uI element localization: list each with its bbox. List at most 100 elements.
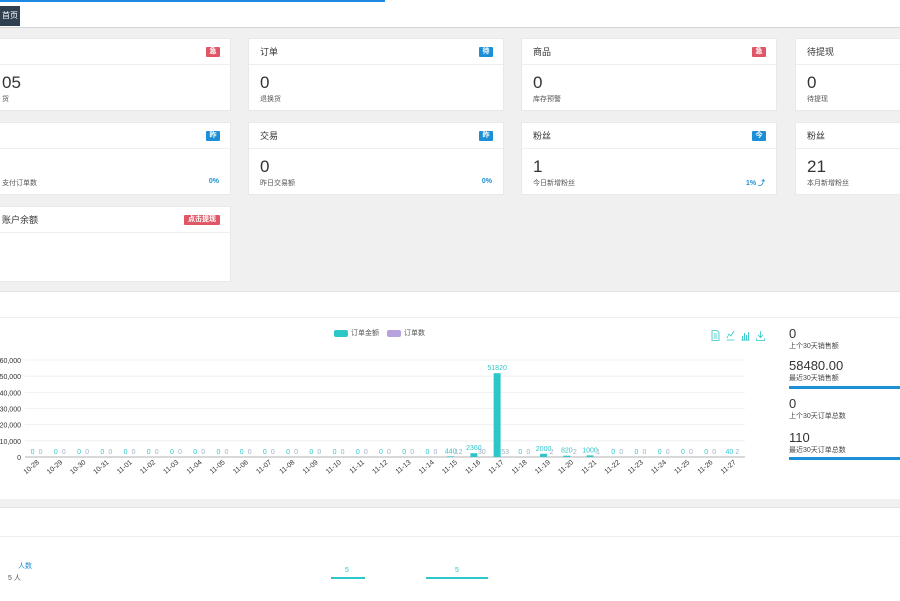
x-tick-label: 11-03 — [162, 459, 180, 476]
x-tick-label: 11-02 — [139, 459, 157, 476]
y-tick-label: 0 — [17, 455, 21, 462]
legend-item-count[interactable]: 订单数 — [387, 328, 425, 338]
card-title: 待提现 — [807, 45, 834, 58]
tab-home[interactable]: 首页 — [0, 6, 20, 26]
bottom-legend: 人数 — [18, 561, 32, 571]
x-tick-label: 11-15 — [441, 459, 459, 476]
data-label-amount: 0 — [240, 449, 244, 456]
card-value: 21 — [807, 157, 826, 177]
stat-recent-30-orders: 110 最近30天订单总数 — [789, 430, 900, 455]
card-account-balance: 账户余额点击提现 — [0, 206, 231, 282]
stat-value: 0 — [789, 326, 900, 341]
x-tick-label: 10-29 — [46, 459, 64, 476]
pending-badge: 待 — [479, 47, 493, 57]
data-label-count: 2 — [550, 449, 554, 456]
data-label-amount: 0 — [379, 449, 383, 456]
card-transactions: 交易昨 0 昨日交易额 0% — [248, 122, 504, 195]
x-tick-label: 11-13 — [395, 459, 413, 476]
card-title: 交易 — [260, 129, 278, 142]
data-label-amount: 0 — [54, 449, 58, 456]
stat-label: 最近30天订单总数 — [789, 445, 900, 455]
data-label-amount: 0 — [402, 449, 406, 456]
x-tick-label: 11-21 — [580, 459, 598, 476]
chart-legend: 订单金额 订单数 — [334, 328, 425, 338]
data-label-count: 0 — [364, 449, 368, 456]
download-icon[interactable] — [756, 328, 765, 339]
x-tick-label: 10-31 — [92, 459, 110, 476]
visitor-chart-panel — [0, 507, 900, 601]
data-label-count: 0 — [317, 449, 321, 456]
card-label: 货 — [2, 94, 9, 104]
top-tab-bar: 首页 — [0, 0, 900, 28]
data-label-count: 0 — [294, 449, 298, 456]
stat-bar — [789, 457, 900, 460]
urgent-badge: 急 — [752, 47, 766, 57]
data-label-count: 0 — [201, 449, 205, 456]
data-label-amount: 0 — [263, 449, 267, 456]
data-label-count: 2 — [573, 449, 577, 456]
bar-order-amount — [563, 456, 570, 457]
data-label-count: 0 — [526, 449, 530, 456]
data-label-count: 0 — [248, 449, 252, 456]
x-tick-label: 11-10 — [325, 459, 343, 476]
data-label-count: 0 — [108, 449, 112, 456]
data-label-amount: 0 — [193, 449, 197, 456]
stat-value: 0 — [789, 396, 900, 411]
x-tick-label: 11-16 — [464, 459, 482, 476]
data-label-amount: 0 — [309, 449, 313, 456]
line-chart-icon[interactable] — [726, 328, 735, 339]
bar-order-amount — [447, 456, 454, 457]
panel-header — [0, 508, 900, 537]
card-percent: 0% — [209, 178, 219, 185]
bar-order-amount — [587, 455, 594, 457]
stat-bar — [789, 386, 900, 389]
x-tick-label: 11-23 — [627, 459, 645, 476]
data-label-count: 0 — [387, 449, 391, 456]
data-label-amount: 0 — [333, 449, 337, 456]
data-label-amount: 0 — [216, 449, 220, 456]
bar-chart-icon[interactable] — [741, 328, 750, 339]
x-tick-label: 11-14 — [418, 459, 436, 476]
card-fans-today: 粉丝今 1 今日新增粉丝 1% ⤴ — [521, 122, 777, 195]
x-tick-label: 11-01 — [116, 459, 134, 476]
data-view-icon[interactable] — [711, 328, 720, 339]
data-label-amount: 0 — [425, 449, 429, 456]
card-withdraw-pending: 待提现 0 待提现 — [795, 38, 900, 111]
card-order-returns: 订单待 0 退换货 — [248, 38, 504, 111]
x-tick-label: 11-06 — [232, 459, 250, 476]
panel-header — [0, 292, 900, 318]
yesterday-badge: 昨 — [479, 131, 493, 141]
y-tick-label: 60,000 — [0, 358, 21, 365]
data-label-count: 0 — [178, 449, 182, 456]
y-tick-label: 30,000 — [0, 407, 21, 414]
y-tick-label: 50,000 — [0, 374, 21, 381]
card-value: 1 — [533, 157, 542, 177]
card-title: 粉丝 — [807, 129, 825, 142]
bar-order-amount — [540, 454, 547, 457]
urgent-badge: 急 — [206, 47, 220, 57]
data-label-count: 0 — [619, 449, 623, 456]
y-tick-label: 10,000 — [0, 439, 21, 446]
withdraw-button[interactable]: 点击提现 — [184, 215, 220, 225]
x-tick-label: 11-12 — [371, 459, 389, 476]
stat-recent-30-sales: 58480.00 最近30天销售额 — [789, 358, 900, 383]
x-tick-label: 11-19 — [534, 459, 552, 476]
x-tick-label: 11-17 — [488, 459, 506, 476]
bottom-bar-label: 5 — [440, 567, 474, 574]
x-tick-label: 10-28 — [23, 459, 41, 476]
data-label-count: 2 — [735, 449, 739, 456]
data-label-amount: 0 — [31, 449, 35, 456]
card-label: 待提现 — [807, 94, 828, 104]
data-label-amount: 0 — [704, 449, 708, 456]
card-title: 订单 — [260, 45, 278, 58]
data-label-count: 0 — [410, 449, 414, 456]
card-label: 库存预警 — [533, 94, 561, 104]
chart-toolbox — [711, 328, 765, 339]
stat-label: 最近30天销售额 — [789, 373, 900, 383]
data-label-amount: 51820 — [487, 365, 507, 372]
data-label-amount: 0 — [170, 449, 174, 456]
y-tick-label: 40,000 — [0, 390, 21, 397]
data-label-amount: 40 — [725, 449, 733, 456]
legend-item-amount[interactable]: 订单金额 — [334, 328, 379, 338]
card-fans-month: 粉丝 21 本月新增粉丝 — [795, 122, 900, 195]
